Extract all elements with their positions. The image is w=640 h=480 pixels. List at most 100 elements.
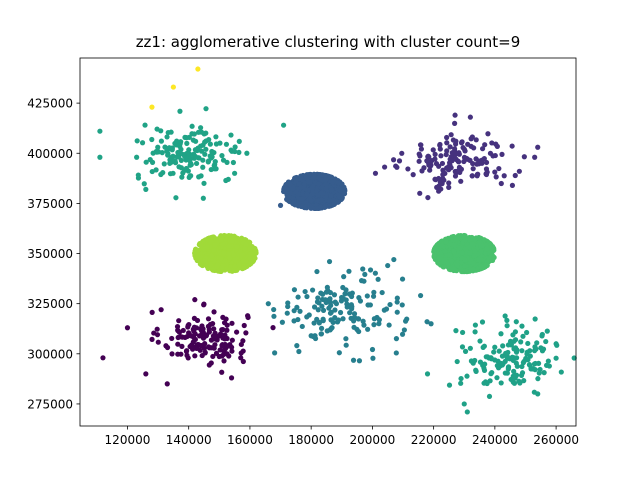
data-point bbox=[399, 276, 406, 282]
data-point bbox=[335, 199, 341, 205]
data-point bbox=[149, 336, 155, 342]
data-point bbox=[571, 355, 577, 361]
data-point bbox=[281, 122, 287, 128]
data-point bbox=[238, 350, 244, 356]
data-point bbox=[520, 333, 526, 339]
data-point bbox=[440, 167, 446, 173]
data-point bbox=[418, 146, 425, 152]
data-point bbox=[220, 157, 227, 163]
data-point bbox=[524, 351, 530, 357]
data-point bbox=[200, 164, 206, 170]
data-point bbox=[179, 174, 185, 180]
data-point bbox=[135, 172, 141, 178]
data-point bbox=[224, 351, 230, 357]
data-point bbox=[189, 123, 195, 129]
data-point bbox=[470, 166, 476, 172]
data-point bbox=[479, 146, 486, 152]
data-point bbox=[417, 190, 423, 196]
data-point bbox=[443, 239, 449, 245]
data-point bbox=[245, 314, 251, 321]
data-point bbox=[200, 157, 206, 163]
data-point bbox=[473, 368, 479, 374]
data-point bbox=[428, 162, 434, 168]
data-point bbox=[436, 255, 443, 261]
data-point bbox=[310, 287, 316, 293]
data-point bbox=[469, 173, 475, 179]
data-point bbox=[393, 336, 400, 342]
data-point bbox=[512, 337, 519, 343]
data-point bbox=[184, 352, 190, 358]
data-point bbox=[292, 175, 299, 181]
data-point bbox=[498, 360, 504, 367]
data-point bbox=[432, 244, 439, 250]
data-point bbox=[186, 321, 192, 328]
data-point bbox=[453, 328, 459, 334]
data-point bbox=[486, 393, 493, 400]
data-point bbox=[271, 306, 277, 313]
data-point bbox=[143, 186, 149, 192]
data-point bbox=[439, 243, 445, 249]
data-point bbox=[444, 134, 450, 141]
data-point bbox=[494, 375, 500, 381]
data-point bbox=[336, 350, 342, 356]
x-tick-label: 160000 bbox=[227, 433, 273, 447]
data-point bbox=[369, 346, 376, 353]
data-point bbox=[375, 276, 381, 282]
data-point bbox=[470, 260, 476, 266]
data-point bbox=[221, 358, 227, 364]
data-point bbox=[452, 236, 459, 242]
data-point bbox=[439, 160, 446, 167]
data-point bbox=[452, 120, 458, 126]
data-point bbox=[205, 158, 212, 164]
data-point bbox=[394, 299, 400, 305]
data-point bbox=[198, 125, 204, 131]
data-point bbox=[493, 141, 499, 147]
data-point bbox=[464, 373, 470, 379]
x-tick-label: 120000 bbox=[105, 433, 151, 447]
y-tick-label: 325000 bbox=[27, 297, 73, 311]
points-layer bbox=[97, 66, 577, 415]
data-point bbox=[317, 204, 324, 210]
data-point bbox=[193, 345, 200, 352]
data-point bbox=[472, 322, 478, 328]
data-point bbox=[155, 149, 162, 155]
data-point bbox=[494, 363, 500, 369]
data-point bbox=[213, 166, 219, 172]
data-point bbox=[192, 153, 198, 160]
data-point bbox=[295, 294, 301, 300]
data-point bbox=[428, 321, 434, 327]
data-point bbox=[371, 289, 377, 295]
data-point bbox=[298, 184, 304, 190]
data-point bbox=[332, 315, 338, 321]
data-point bbox=[302, 204, 308, 211]
data-point bbox=[362, 271, 368, 278]
x-tick-label: 260000 bbox=[533, 433, 579, 447]
data-point bbox=[178, 334, 184, 340]
data-point bbox=[176, 318, 182, 324]
data-point bbox=[491, 349, 497, 355]
data-point bbox=[220, 314, 226, 320]
data-point bbox=[167, 146, 173, 152]
data-point bbox=[203, 146, 209, 152]
data-point bbox=[360, 318, 366, 324]
data-point bbox=[424, 371, 431, 377]
data-point bbox=[236, 149, 242, 155]
data-point bbox=[473, 137, 479, 143]
data-point bbox=[189, 131, 195, 137]
data-point bbox=[316, 181, 322, 187]
data-point bbox=[290, 186, 296, 192]
data-point bbox=[519, 323, 525, 329]
x-tick-label: 240000 bbox=[472, 433, 518, 447]
data-point bbox=[229, 337, 235, 343]
data-point bbox=[509, 182, 516, 188]
data-point bbox=[504, 370, 510, 376]
data-point bbox=[181, 151, 187, 158]
data-point bbox=[534, 340, 540, 346]
data-point bbox=[403, 318, 409, 324]
data-point bbox=[427, 167, 433, 173]
data-point bbox=[517, 380, 523, 386]
data-point bbox=[502, 313, 508, 319]
data-point bbox=[315, 192, 321, 198]
data-point bbox=[149, 104, 155, 110]
data-point bbox=[209, 148, 215, 155]
